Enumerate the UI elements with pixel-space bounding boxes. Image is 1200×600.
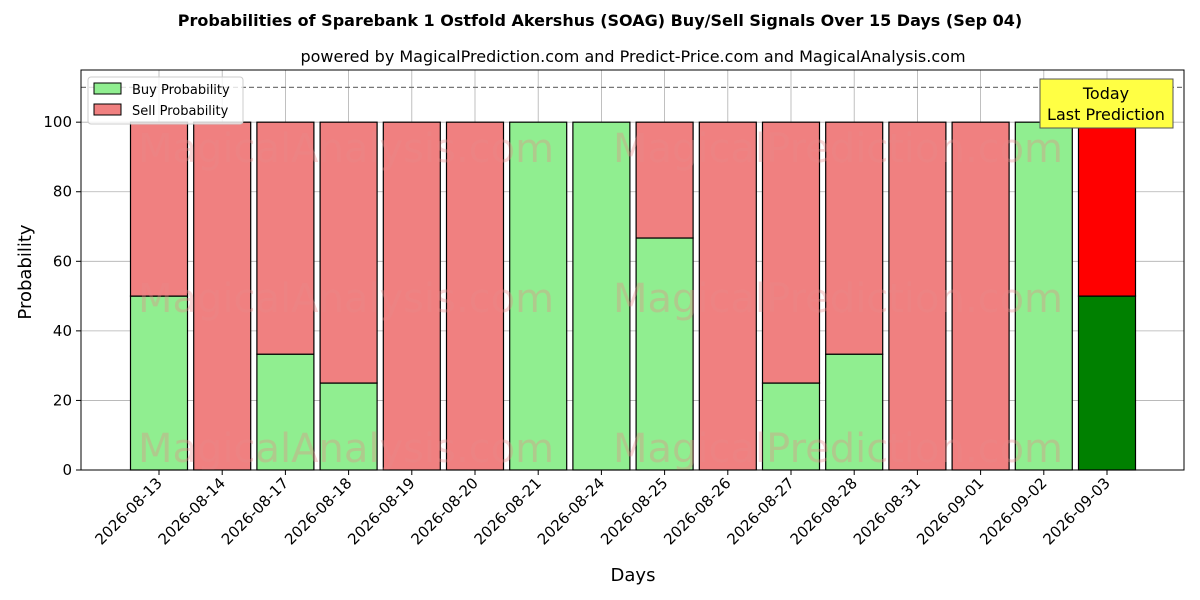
watermarks: MagicalAnalysis.com MagicalPrediction.com…: [138, 126, 1063, 472]
legend-box: [87, 76, 244, 125]
x-tick-label: 2026-09-03: [1039, 474, 1113, 548]
x-tick-label: 2026-08-20: [407, 474, 481, 548]
x-tick-label: 2026-09-02: [976, 474, 1050, 548]
annotation-text: Today Last Prediction: [1047, 84, 1165, 124]
bar-sell: [888, 121, 947, 471]
bar-sell: [382, 121, 441, 471]
x-tick-label: 2026-08-14: [155, 474, 229, 548]
bar-buy: [319, 382, 378, 471]
chart-subtitle: powered by MagicalPrediction.com and Pre…: [300, 47, 965, 66]
watermark-text: MagicalAnalysis.com: [138, 126, 554, 172]
bar-sell: [193, 121, 252, 471]
bar-sell: [1077, 121, 1137, 297]
bar-sell: [698, 121, 757, 471]
x-tick-label: 2026-08-28: [787, 474, 861, 548]
y-tick-label: 40: [53, 322, 72, 340]
watermark-text: MagicalPrediction.com: [613, 276, 1063, 322]
annotation-line: Last Prediction: [1047, 105, 1165, 124]
bar-sell: [256, 121, 315, 355]
bar-sell: [951, 121, 1010, 471]
x-tick-label: 2026-08-26: [660, 474, 734, 548]
legend-buy-swatch: [93, 82, 122, 95]
legend-sell-swatch: [93, 103, 122, 116]
bar-sell: [825, 121, 884, 355]
legend-sell-label: Sell Probability: [132, 104, 229, 119]
bar-sell: [635, 121, 694, 239]
annotation-box: [1039, 78, 1174, 129]
x-tick-label: 2026-08-17: [218, 474, 292, 548]
x-tick-label: 2026-08-18: [281, 474, 355, 548]
y-tick-label: 0: [62, 461, 72, 479]
x-tick-label: 2026-08-19: [344, 474, 418, 548]
today-annotation: Today Last Prediction: [1039, 78, 1174, 129]
bars: [129, 121, 1137, 471]
annotation-line: Today: [1082, 84, 1129, 103]
bar-buy: [761, 382, 821, 471]
x-axis-label: Days: [611, 565, 656, 586]
watermark-text: MagicalPrediction.com: [613, 126, 1063, 172]
bar-buy: [1014, 121, 1073, 471]
bar-sell: [129, 121, 189, 297]
bar-buy: [1077, 295, 1137, 471]
watermark-text: MagicalAnalysis.com: [138, 276, 554, 322]
bar-buy: [509, 121, 568, 471]
x-tick-label: 2026-08-25: [597, 474, 671, 548]
bar-buy: [825, 353, 884, 471]
x-tick-label: 2026-08-21: [471, 474, 545, 548]
x-tick-label: 2026-08-24: [534, 474, 608, 548]
x-tick-label: 2026-08-31: [850, 474, 924, 548]
legend-buy-label: Buy Probability: [132, 83, 230, 98]
legend: Buy Probability Sell Probability: [87, 76, 244, 125]
watermark-text: MagicalAnalysis.com: [138, 426, 554, 472]
bar-buy: [635, 237, 694, 471]
watermark-text: MagicalPrediction.com: [613, 426, 1063, 472]
y-tick-label: 100: [43, 113, 72, 131]
chart-title: Probabilities of Sparebank 1 Ostfold Ake…: [178, 11, 1022, 30]
y-tick-label: 60: [53, 252, 72, 270]
bar-sell: [445, 121, 505, 471]
x-axis-ticks: 2026-08-132026-08-142026-08-172026-08-18…: [91, 470, 1114, 548]
bar-buy: [572, 121, 631, 471]
plot-frame: [80, 69, 1185, 471]
y-axis-label: Probability: [15, 224, 36, 319]
x-tick-label: 2026-08-27: [723, 474, 797, 548]
bar-sell: [761, 121, 821, 384]
y-tick-label: 80: [53, 183, 72, 201]
bar-sell: [319, 121, 378, 384]
y-axis-ticks: 0 20 40 60 80 100: [43, 113, 81, 479]
x-tick-label: 2026-08-13: [91, 474, 165, 548]
x-tick-label: 2026-09-01: [913, 474, 987, 548]
y-tick-label: 20: [53, 391, 72, 409]
